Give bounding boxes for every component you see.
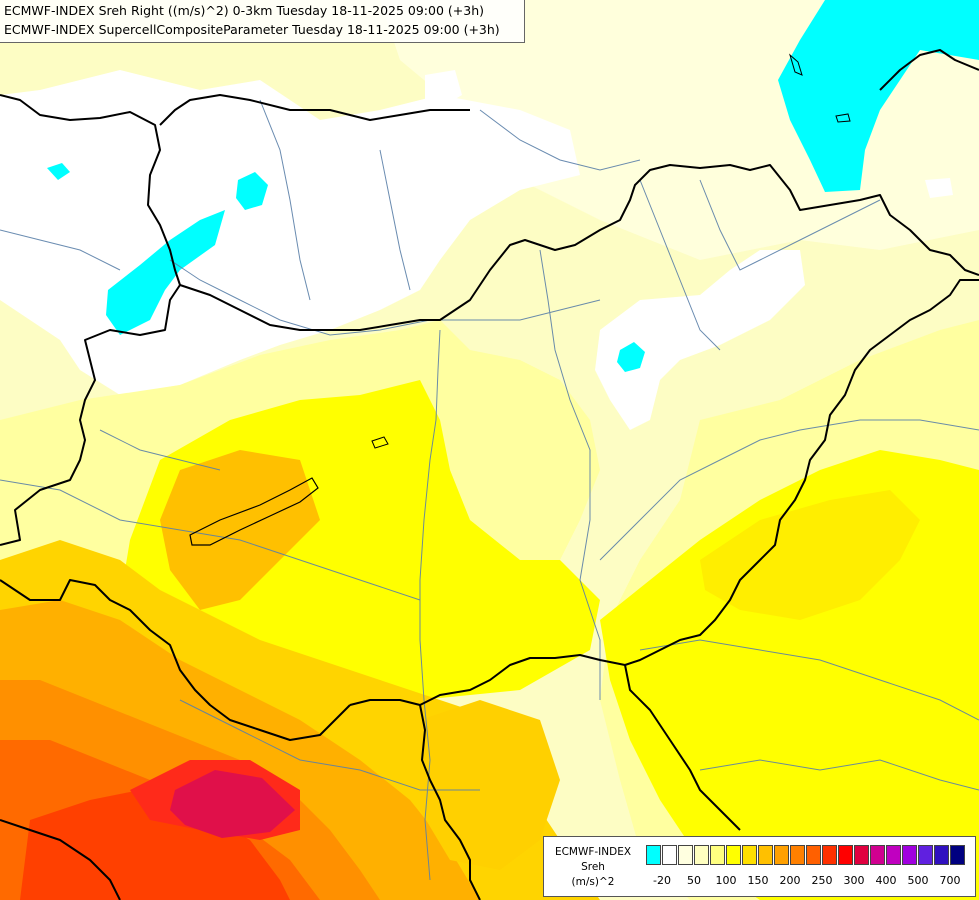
title-line-sreh: ECMWF-INDEX Sreh Right ((m/s)^2) 0-3km T… <box>4 3 484 18</box>
legend-swatch <box>870 845 885 865</box>
legend-swatch <box>710 845 725 865</box>
legend-tick-label: 200 <box>779 874 801 887</box>
legend-tick-label: 150 <box>747 874 769 887</box>
field-yellow-core-se <box>700 490 920 620</box>
legend-swatch <box>774 845 789 865</box>
field-crimson <box>170 770 295 838</box>
legend-swatch <box>790 845 805 865</box>
legend-swatch <box>822 845 837 865</box>
legend-swatch <box>854 845 869 865</box>
legend-unit: (m/s)^2 <box>571 876 615 888</box>
lake-ne2 <box>789 53 803 76</box>
legend-tick-label: 700 <box>939 874 961 887</box>
field-cyan-ne <box>778 0 979 192</box>
legend-tick-label: 50 <box>687 874 701 887</box>
lake-ne <box>835 113 851 123</box>
field-white-blob2 <box>925 178 953 198</box>
field-cyan-corner <box>935 0 979 28</box>
rivers <box>0 99 979 881</box>
legend-swatch <box>886 845 901 865</box>
legend-tick-label: -20 <box>653 874 671 887</box>
legend-tick-label: 250 <box>811 874 833 887</box>
country-borders <box>0 49 979 900</box>
legend-swatch <box>838 845 853 865</box>
legend-tick-label: 500 <box>907 874 929 887</box>
legend-variable: Sreh <box>581 861 605 873</box>
legend-swatch <box>662 845 677 865</box>
field-cyan-small1 <box>236 172 268 210</box>
field-cyan-west <box>106 210 225 335</box>
legend-swatch <box>758 845 773 865</box>
field-white-blob <box>425 70 462 108</box>
title-line-scp: ECMWF-INDEX SupercellCompositeParameter … <box>4 22 500 37</box>
color-legend: ECMWF-INDEX Sreh (m/s)^2 -20 50 100 150 200 2… <box>543 836 976 897</box>
field-gold-south <box>420 700 560 870</box>
legend-swatch <box>902 845 917 865</box>
legend-swatch <box>950 845 965 865</box>
legend-swatch <box>742 845 757 865</box>
legend-swatch <box>806 845 821 865</box>
field-cyan-small2 <box>47 163 70 180</box>
legend-swatch <box>726 845 741 865</box>
title-box: ECMWF-INDEX Sreh Right ((m/s)^2) 0-3km T… <box>0 0 525 43</box>
legend-swatch <box>934 845 949 865</box>
legend-swatch <box>678 845 693 865</box>
legend-model: ECMWF-INDEX <box>554 846 632 858</box>
field-red-orange <box>20 790 290 900</box>
legend-tick-label: 100 <box>715 874 737 887</box>
lake-small <box>371 436 389 449</box>
field-cyan-small3 <box>617 342 645 372</box>
legend-swatch <box>918 845 933 865</box>
legend-tick-label: 300 <box>843 874 865 887</box>
field-white-patch-east <box>595 250 805 430</box>
lake-balaton <box>189 477 319 546</box>
legend-swatch <box>694 845 709 865</box>
legend-tick-label: 400 <box>875 874 897 887</box>
legend-swatch <box>646 845 661 865</box>
